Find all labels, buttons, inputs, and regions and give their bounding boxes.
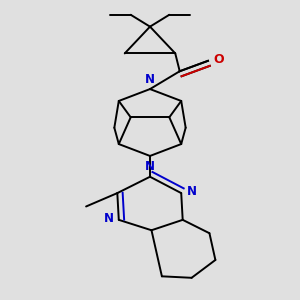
Text: N: N [145,73,155,85]
Text: N: N [145,160,155,172]
Text: O: O [213,53,224,66]
Text: N: N [187,185,196,198]
Text: N: N [103,212,113,225]
